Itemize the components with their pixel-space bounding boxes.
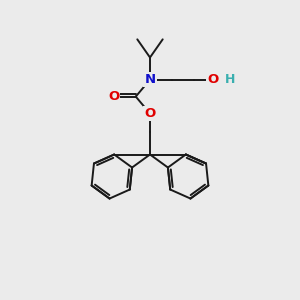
Text: N: N xyxy=(144,73,156,86)
Text: H: H xyxy=(224,73,235,86)
Text: O: O xyxy=(208,73,219,86)
Text: O: O xyxy=(144,107,156,120)
Text: O: O xyxy=(108,90,119,103)
